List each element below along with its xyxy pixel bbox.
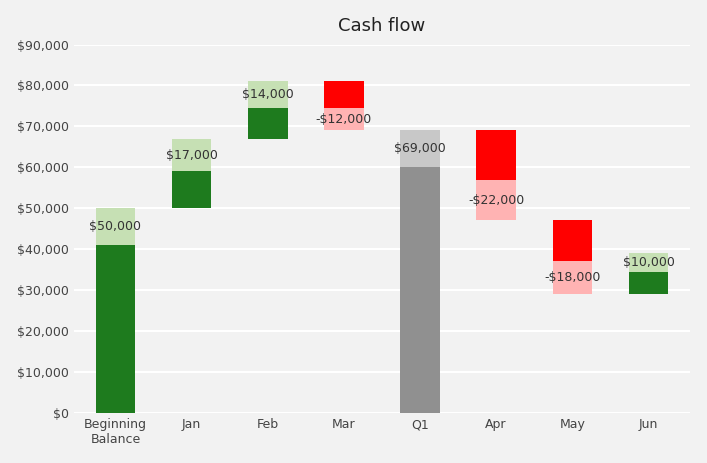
Bar	[477, 180, 516, 220]
Bar	[552, 220, 592, 261]
Bar	[400, 167, 440, 413]
Bar	[477, 131, 516, 180]
Bar	[248, 108, 288, 138]
Bar	[400, 131, 440, 167]
Bar	[172, 171, 211, 208]
Bar	[552, 261, 592, 294]
Text: $10,000: $10,000	[623, 257, 674, 269]
Text: -$12,000: -$12,000	[316, 113, 372, 126]
Bar	[95, 245, 135, 413]
Text: -$18,000: -$18,000	[544, 271, 600, 284]
Text: $14,000: $14,000	[242, 88, 293, 101]
Text: $17,000: $17,000	[165, 149, 218, 162]
Bar	[324, 81, 363, 108]
Text: $50,000: $50,000	[89, 220, 141, 233]
Bar	[629, 272, 668, 294]
Bar	[95, 208, 135, 245]
Text: $69,000: $69,000	[394, 142, 446, 155]
Bar	[324, 108, 363, 131]
Bar	[248, 81, 288, 108]
Title: Cash flow: Cash flow	[339, 17, 426, 35]
Bar	[629, 253, 668, 272]
Bar	[172, 138, 211, 171]
Text: -$22,000: -$22,000	[468, 194, 525, 207]
